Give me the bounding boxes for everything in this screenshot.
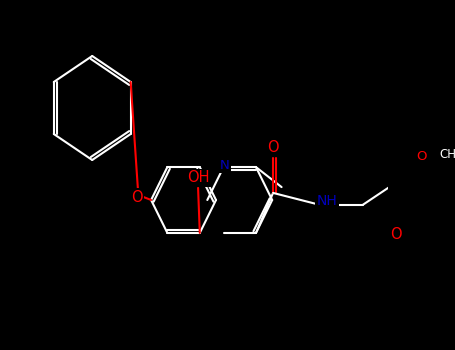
- Text: O: O: [416, 150, 427, 163]
- Text: O: O: [131, 189, 142, 204]
- Text: O: O: [390, 228, 402, 243]
- Text: O: O: [267, 140, 279, 155]
- Text: N: N: [219, 159, 229, 172]
- Text: NH: NH: [317, 194, 337, 208]
- Text: CH₃: CH₃: [439, 148, 455, 161]
- Text: OH: OH: [187, 170, 209, 186]
